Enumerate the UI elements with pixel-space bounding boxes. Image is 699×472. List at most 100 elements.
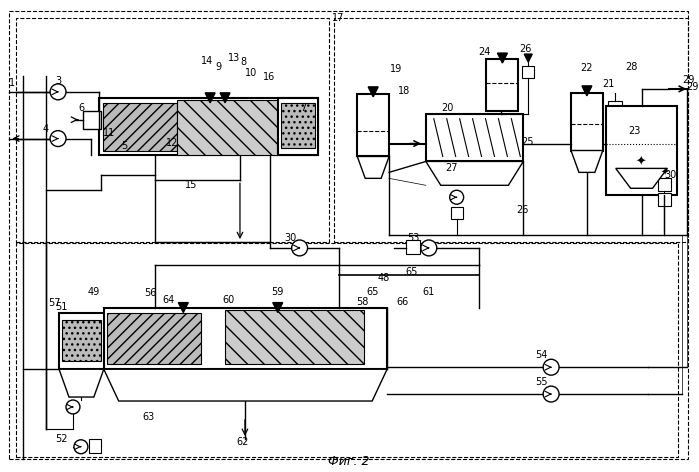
- Circle shape: [543, 386, 559, 402]
- Text: 65: 65: [405, 267, 418, 277]
- Polygon shape: [498, 53, 507, 63]
- Text: 14: 14: [201, 56, 213, 66]
- Text: Фиг. 2: Фиг. 2: [328, 455, 369, 468]
- Text: 18: 18: [398, 86, 410, 96]
- Circle shape: [543, 359, 559, 375]
- Bar: [658, 193, 672, 206]
- Text: 15: 15: [185, 180, 197, 190]
- Bar: [99, 98, 317, 155]
- Text: 9: 9: [215, 62, 221, 72]
- Circle shape: [421, 240, 437, 256]
- Text: 48: 48: [378, 273, 390, 283]
- Text: 51: 51: [55, 302, 67, 312]
- Text: 55: 55: [535, 377, 547, 387]
- Bar: [62, 320, 101, 361]
- Text: 20: 20: [442, 103, 454, 113]
- Polygon shape: [220, 93, 230, 103]
- Text: 66: 66: [396, 296, 408, 307]
- Polygon shape: [524, 54, 532, 62]
- Bar: [16, 243, 678, 457]
- Text: 65: 65: [366, 287, 378, 297]
- Text: 49: 49: [87, 287, 100, 297]
- Circle shape: [50, 131, 66, 146]
- Polygon shape: [178, 303, 188, 312]
- Polygon shape: [206, 93, 215, 103]
- Text: 16: 16: [263, 72, 275, 82]
- Polygon shape: [368, 87, 378, 97]
- Text: 3: 3: [55, 76, 61, 86]
- Text: 26: 26: [519, 44, 531, 54]
- Text: 22: 22: [581, 63, 593, 73]
- Text: 52: 52: [55, 434, 67, 444]
- Text: 60: 60: [222, 295, 234, 304]
- Text: 10: 10: [245, 68, 257, 78]
- Text: ✦: ✦: [661, 168, 668, 177]
- Bar: [522, 66, 534, 78]
- Bar: [334, 18, 689, 242]
- Text: 56: 56: [144, 287, 157, 298]
- Bar: [103, 103, 178, 151]
- Text: 6: 6: [79, 103, 85, 113]
- Text: 63: 63: [143, 412, 154, 422]
- Polygon shape: [582, 86, 592, 96]
- Text: 12: 12: [166, 137, 178, 148]
- Text: 23: 23: [628, 126, 641, 135]
- Bar: [486, 59, 519, 111]
- Text: 8: 8: [240, 57, 246, 67]
- Text: 54: 54: [535, 350, 547, 360]
- Text: 61: 61: [423, 287, 435, 297]
- Bar: [178, 100, 277, 155]
- Text: 57: 57: [48, 298, 60, 308]
- Bar: [16, 18, 329, 242]
- Circle shape: [50, 84, 66, 100]
- Circle shape: [74, 440, 88, 454]
- Text: 4: 4: [42, 124, 48, 134]
- Text: 28: 28: [626, 62, 637, 72]
- Polygon shape: [357, 157, 389, 178]
- Text: 11: 11: [103, 127, 115, 138]
- Text: 25: 25: [521, 136, 533, 147]
- Text: 7: 7: [301, 103, 307, 113]
- Polygon shape: [59, 369, 103, 397]
- Polygon shape: [273, 303, 282, 312]
- Text: 1: 1: [9, 78, 15, 88]
- Bar: [225, 310, 364, 364]
- Bar: [357, 94, 389, 157]
- Bar: [426, 114, 524, 161]
- Polygon shape: [103, 369, 387, 401]
- Bar: [451, 207, 463, 219]
- Text: 62: 62: [237, 437, 249, 447]
- Text: 13: 13: [228, 53, 240, 63]
- Text: 30: 30: [664, 170, 677, 180]
- Polygon shape: [426, 161, 524, 185]
- Bar: [278, 98, 317, 155]
- Text: 26: 26: [516, 205, 528, 215]
- Text: 58: 58: [356, 296, 368, 307]
- Text: 19: 19: [390, 64, 402, 74]
- Text: 24: 24: [478, 47, 491, 57]
- Text: 29: 29: [682, 75, 695, 85]
- Text: 30: 30: [284, 233, 297, 243]
- Text: 21: 21: [603, 79, 615, 89]
- Bar: [607, 101, 621, 115]
- Bar: [658, 178, 672, 191]
- Bar: [107, 312, 201, 364]
- Text: 59: 59: [271, 287, 284, 297]
- Text: 64: 64: [162, 295, 175, 304]
- Text: ✦: ✦: [635, 156, 646, 169]
- Text: 5: 5: [122, 141, 128, 151]
- Bar: [406, 240, 420, 254]
- Bar: [59, 312, 103, 369]
- Circle shape: [291, 240, 308, 256]
- Bar: [83, 111, 101, 129]
- Bar: [89, 439, 101, 453]
- Bar: [606, 106, 677, 195]
- Bar: [571, 93, 603, 151]
- Polygon shape: [571, 151, 603, 172]
- Circle shape: [66, 400, 80, 414]
- Circle shape: [449, 190, 463, 204]
- Bar: [103, 308, 387, 369]
- Text: 17: 17: [332, 13, 345, 23]
- Text: 53: 53: [407, 233, 419, 243]
- Text: 29: 29: [686, 82, 698, 92]
